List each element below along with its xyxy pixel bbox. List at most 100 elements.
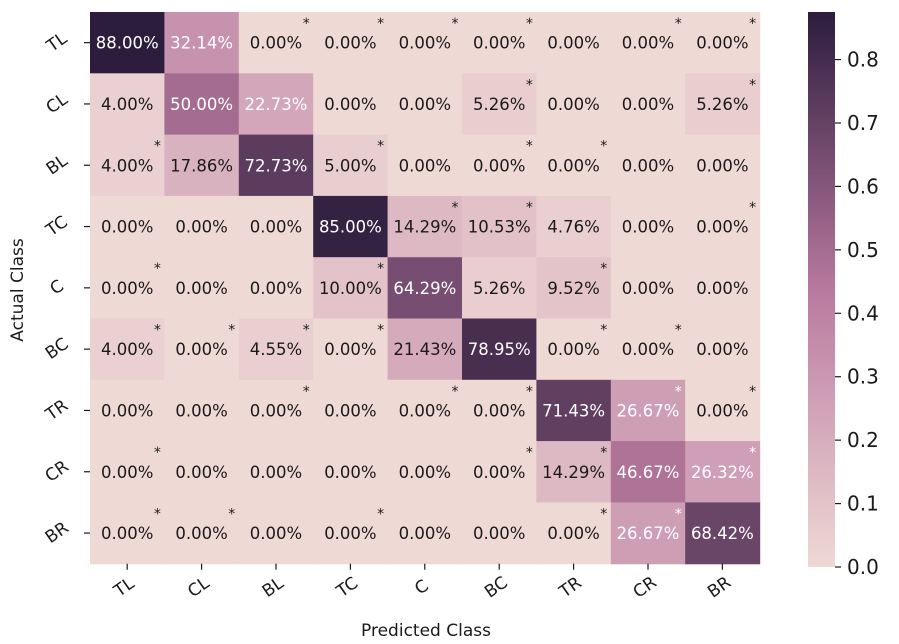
heatmap-cell xyxy=(387,73,463,136)
heatmap-cell xyxy=(164,73,240,136)
heatmap-cell-labels: 88.00% 32.14% 0.00% 0.00% 0.00% 0.00% 0.00% 0.0… xyxy=(96,34,754,543)
heatmap-cell-label: 0.00% xyxy=(250,463,302,482)
heatmap-cell-label: 14.29% xyxy=(393,218,456,237)
significance-star: * xyxy=(377,16,384,32)
heatmap-cell-label: 22.73% xyxy=(245,95,308,114)
significance-star: * xyxy=(452,16,459,32)
x-tick-label: CL xyxy=(184,573,213,602)
heatmap-cell xyxy=(462,379,537,442)
heatmap-cell-label: 0.00% xyxy=(473,463,525,482)
heatmap-cell xyxy=(387,441,463,503)
x-tick-label: TL xyxy=(110,573,139,602)
heatmap-cell xyxy=(164,441,240,503)
heatmap-cell xyxy=(685,257,761,320)
heatmap-cell-label: 0.00% xyxy=(101,463,153,482)
heatmap-cell-label: 0.00% xyxy=(622,279,674,298)
significance-star: * xyxy=(377,323,384,339)
heatmap-cell-label: 0.00% xyxy=(622,95,674,114)
heatmap-cell-label: 21.43% xyxy=(393,340,456,359)
heatmap-cell xyxy=(610,379,686,442)
heatmap-cell-label: 0.00% xyxy=(622,218,674,237)
heatmap-cell xyxy=(90,502,165,565)
colorbar-tick-label: 0.5 xyxy=(847,238,879,262)
significance-star: * xyxy=(154,323,161,339)
heatmap-cell-label: 0.00% xyxy=(696,279,748,298)
heatmap-cell-label: 0.00% xyxy=(473,156,525,175)
heatmap-cell-label: 0.00% xyxy=(101,218,153,237)
significance-star: * xyxy=(377,261,384,277)
heatmap-cell-label: 9.52% xyxy=(547,279,599,298)
heatmap-cell-label: 0.00% xyxy=(175,279,227,298)
heatmap-cell-label: 0.00% xyxy=(101,524,153,543)
y-tick-label: TR xyxy=(41,396,72,426)
heatmap-cell xyxy=(610,318,686,381)
heatmap-cell-label: 0.00% xyxy=(696,156,748,175)
heatmap-cell-label: 0.00% xyxy=(324,463,376,482)
significance-star: * xyxy=(228,323,235,339)
heatmap-cell xyxy=(164,12,240,74)
significance-star: * xyxy=(749,384,756,400)
colorbar-tick-label: 0.4 xyxy=(847,301,879,325)
heatmap-cell-label: 0.00% xyxy=(324,95,376,114)
y-tick-label: BL xyxy=(43,151,72,180)
heatmap-cell xyxy=(313,12,389,74)
colorbar-tick-label: 0.2 xyxy=(847,428,879,452)
heatmap-cell xyxy=(462,195,537,258)
y-tick-label: BR xyxy=(42,518,73,548)
heatmap-cell xyxy=(462,257,537,320)
heatmap-cell xyxy=(536,441,612,503)
colorbar: 0.0 0.1 0.2 0.3 0.4 0.5 0.6 0.7 0.8 xyxy=(808,12,879,579)
significance-star: * xyxy=(526,16,533,32)
heatmap-cell xyxy=(685,502,761,565)
significance-star: * xyxy=(154,506,161,522)
heatmap-cell xyxy=(387,379,463,442)
heatmap-cell xyxy=(536,134,612,197)
heatmap-cell xyxy=(462,134,537,197)
heatmap-cell xyxy=(610,12,686,74)
heatmap-cell xyxy=(387,502,463,565)
heatmap-cell xyxy=(536,257,612,320)
heatmap-cell xyxy=(238,12,314,74)
significance-star: * xyxy=(452,384,459,400)
significance-markers: * * * * * * * * * * * * * * * * * * * * * * * * * * * * * * * * * * * * * * xyxy=(154,16,756,522)
heatmap-cell-label: 14.29% xyxy=(542,463,605,482)
heatmap-cell xyxy=(90,257,165,320)
x-tick-label: TC xyxy=(332,573,362,602)
x-tick-label: CR xyxy=(630,573,661,603)
x-tick-label: C xyxy=(411,576,432,599)
colorbar-tick-label: 0.7 xyxy=(847,111,879,135)
heatmap-cell-label: 0.00% xyxy=(473,524,525,543)
significance-star: * xyxy=(526,77,533,93)
heatmap-cell xyxy=(462,73,537,136)
heatmap-cell-label: 4.00% xyxy=(101,95,153,114)
colorbar-tick-label: 0.8 xyxy=(847,48,879,72)
significance-star: * xyxy=(600,445,607,461)
significance-star: * xyxy=(749,16,756,32)
significance-star: * xyxy=(154,139,161,155)
y-tick-label: TC xyxy=(42,212,72,241)
heatmap-cell-label: 46.67% xyxy=(617,463,680,482)
heatmap-cell xyxy=(238,441,314,503)
heatmap-cell xyxy=(90,73,165,136)
colorbar-tick-label: 0.6 xyxy=(847,174,879,198)
colorbar-gradient xyxy=(808,12,835,567)
heatmap-cell xyxy=(536,318,612,381)
heatmap-cell xyxy=(238,73,314,136)
heatmap-cell xyxy=(313,502,389,565)
heatmap-cell xyxy=(610,134,686,197)
x-tick-label: TR xyxy=(555,573,586,603)
heatmap-cell-label: 10.00% xyxy=(319,279,382,298)
heatmap-cell-label: 0.00% xyxy=(399,34,451,53)
heatmap-cell-label: 0.00% xyxy=(324,340,376,359)
heatmap-cell-label: 0.00% xyxy=(473,401,525,420)
heatmap-cell xyxy=(313,73,389,136)
heatmap-cell xyxy=(90,195,165,258)
significance-star: * xyxy=(526,445,533,461)
heatmap-cell xyxy=(164,195,240,258)
heatmap-cell xyxy=(238,257,314,320)
y-tick-label: CR xyxy=(42,457,73,487)
heatmap-cell xyxy=(313,134,389,197)
heatmap-cell xyxy=(90,379,165,442)
significance-star: * xyxy=(675,16,682,32)
heatmap-cell xyxy=(238,502,314,565)
